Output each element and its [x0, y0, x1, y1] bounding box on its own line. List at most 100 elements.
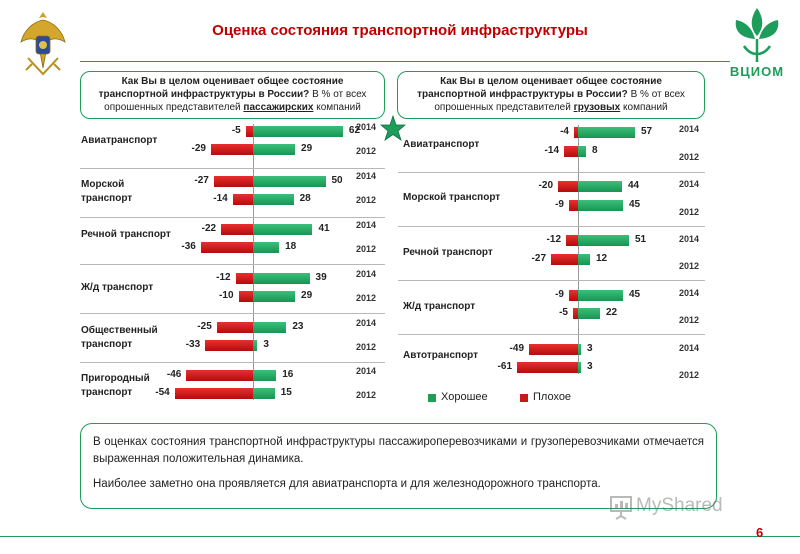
chart-1-bar-good	[578, 290, 623, 301]
chart-0-data-label-bad: -22	[201, 223, 217, 234]
chart-0-bar-bad	[186, 370, 253, 381]
right-question-tail: компаний	[620, 102, 668, 113]
chart-1-data-label-good: 51	[635, 234, 647, 245]
chart-1-year-label: 2014	[679, 179, 700, 189]
chart-0-category-label: Пригородный транспорт	[81, 373, 150, 398]
watermark: MyShared	[610, 493, 760, 523]
chart-0-separator	[80, 313, 385, 314]
star-icon	[379, 114, 407, 142]
chart-1-separator	[398, 172, 705, 173]
legend-bad-swatch	[520, 394, 528, 402]
chart-0-data-label-good: 15	[280, 387, 292, 398]
chart-0-category-label: Морской транспорт	[81, 179, 133, 204]
chart-1-bar-good	[578, 254, 590, 265]
presentation-icon	[610, 496, 632, 520]
chart-0-data-label-good: 29	[301, 143, 313, 154]
chart-0-data-label-good: 62	[348, 125, 361, 136]
chart-1-data-label-bad: -9	[555, 199, 564, 210]
chart-0-separator	[80, 217, 385, 218]
chart-1-category-label: Морской транспорт	[403, 192, 501, 203]
left-question-normal: В % от всех опрошенных представителей	[104, 89, 367, 113]
chart-0-data-label-good: 39	[315, 272, 327, 283]
chart-1-year-label: 2012	[679, 315, 700, 325]
right-question-box: Как Вы в целом оценивает общее состояние…	[397, 71, 705, 119]
chart-0-data-label-good: 16	[282, 369, 294, 380]
chart-0-year-label: 2012	[356, 244, 377, 254]
chart-1-data-label-bad: -27	[531, 253, 546, 264]
summary-box: В оценках состояния транспортной инфраст…	[80, 423, 717, 509]
chart-0-year-label: 2012	[356, 342, 377, 352]
chart-0-category-label: Ж/д транспорт	[81, 282, 154, 293]
chart-0-year-label: 2014	[356, 220, 377, 230]
chart-1-data-label-bad: -14	[544, 145, 559, 156]
summary-paragraph-1: В оценках состояния транспортной инфраст…	[93, 436, 704, 465]
legend-good-label: Хорошее	[441, 391, 488, 403]
chart-1-bar-bad	[574, 127, 578, 138]
chart-1-data-label-bad: -61	[497, 361, 512, 372]
chart-0-bar-good	[253, 242, 280, 253]
chart-0-bar-good	[253, 194, 294, 205]
chart-0-category-label: Общественный транспорт	[81, 325, 158, 350]
chart-0-data-label-bad: -27	[194, 175, 209, 186]
chart-1-data-label-good: 45	[629, 199, 641, 210]
chart-0-data-label-good: 3	[263, 339, 269, 350]
chart-0-bar-bad	[200, 242, 253, 253]
chart-0-data-label-good: 28	[299, 193, 311, 204]
chart-1-data-label-bad: -49	[509, 343, 524, 354]
chart-1-bar-good	[578, 181, 622, 192]
chart-1-bar-bad	[558, 181, 578, 192]
chart-1-year-label: 2014	[679, 234, 700, 244]
right-question-normal: В % от всех опрошенных представителей	[434, 89, 685, 113]
chart-1-separator	[398, 226, 705, 227]
chart-0-bar-bad	[205, 340, 253, 351]
chart-0-bar-bad	[235, 273, 253, 284]
chart-1-category-label: Ж/д транспорт	[403, 301, 476, 312]
chart-1-bar-good	[578, 200, 623, 211]
chart-0-category-label: Авиатранспорт	[81, 135, 158, 146]
right-question-bold: Как Вы в целом оценивает общее состояние…	[417, 76, 662, 100]
chart-0-bar-good	[253, 144, 296, 155]
chart-0-bar-bad	[232, 194, 253, 205]
summary-paragraph-2: Наиболее заметно она проявляется для ави…	[93, 478, 601, 490]
chart-0-data-label-good: 41	[318, 223, 330, 234]
chart-1-data-label-bad: -12	[546, 234, 561, 245]
chart-0-bar-bad	[174, 388, 253, 399]
chart-0-year-label: 2014	[356, 269, 377, 279]
chart-1-data-label-good: 57	[641, 126, 653, 137]
chart-0-data-label-bad: -12	[216, 272, 231, 283]
left-question-bold: Как Вы в целом оценивает общее состояние…	[98, 76, 344, 100]
right-question-underlined: грузовых	[573, 102, 621, 113]
chart-0-bar-good	[253, 224, 313, 235]
page-title: Оценка состояния транспортной инфраструк…	[212, 22, 588, 39]
chart-0-separator	[80, 168, 385, 169]
vciom-logo: ВЦИОМ	[722, 6, 792, 80]
chart-1-year-label: 2012	[679, 152, 700, 162]
chart-0-year-label: 2012	[356, 390, 377, 400]
chart-0-data-label-bad: -14	[213, 193, 228, 204]
chart-0-year-label: 2014	[356, 171, 377, 181]
chart-0-bar-good	[253, 370, 277, 381]
chart-0-separator	[80, 264, 385, 265]
footer-divider	[0, 536, 800, 537]
chart-1-bar-bad	[529, 344, 578, 355]
chart-1-bar-good	[578, 308, 600, 319]
chart-0-separator	[80, 362, 385, 363]
chart-0-bar-bad	[238, 291, 253, 302]
chart-1-data-label-good: 8	[592, 145, 598, 156]
chart-1-bar-good	[578, 344, 581, 355]
emblem-icon	[18, 8, 68, 80]
chart-0-bar-bad	[213, 176, 253, 187]
chart-0-bar-bad	[210, 144, 253, 155]
chart-1-data-label-good: 22	[606, 307, 618, 318]
chart-1-category-label: Автотранспорт	[403, 350, 479, 361]
chart-0-data-label-good: 29	[301, 290, 313, 301]
chart-0-data-label-bad: -46	[166, 369, 182, 380]
chart-1-data-label-bad: -5	[559, 307, 568, 318]
chart-1-axis	[578, 125, 579, 374]
chart-0-bar-good	[253, 126, 343, 137]
chart-1-separator	[398, 280, 705, 281]
chart-1-bar-bad	[569, 200, 578, 211]
chart-0-data-label-bad: -29	[191, 143, 206, 154]
chart-1-data-label-good: 44	[628, 180, 640, 191]
chart-1-bar-bad	[566, 235, 578, 246]
